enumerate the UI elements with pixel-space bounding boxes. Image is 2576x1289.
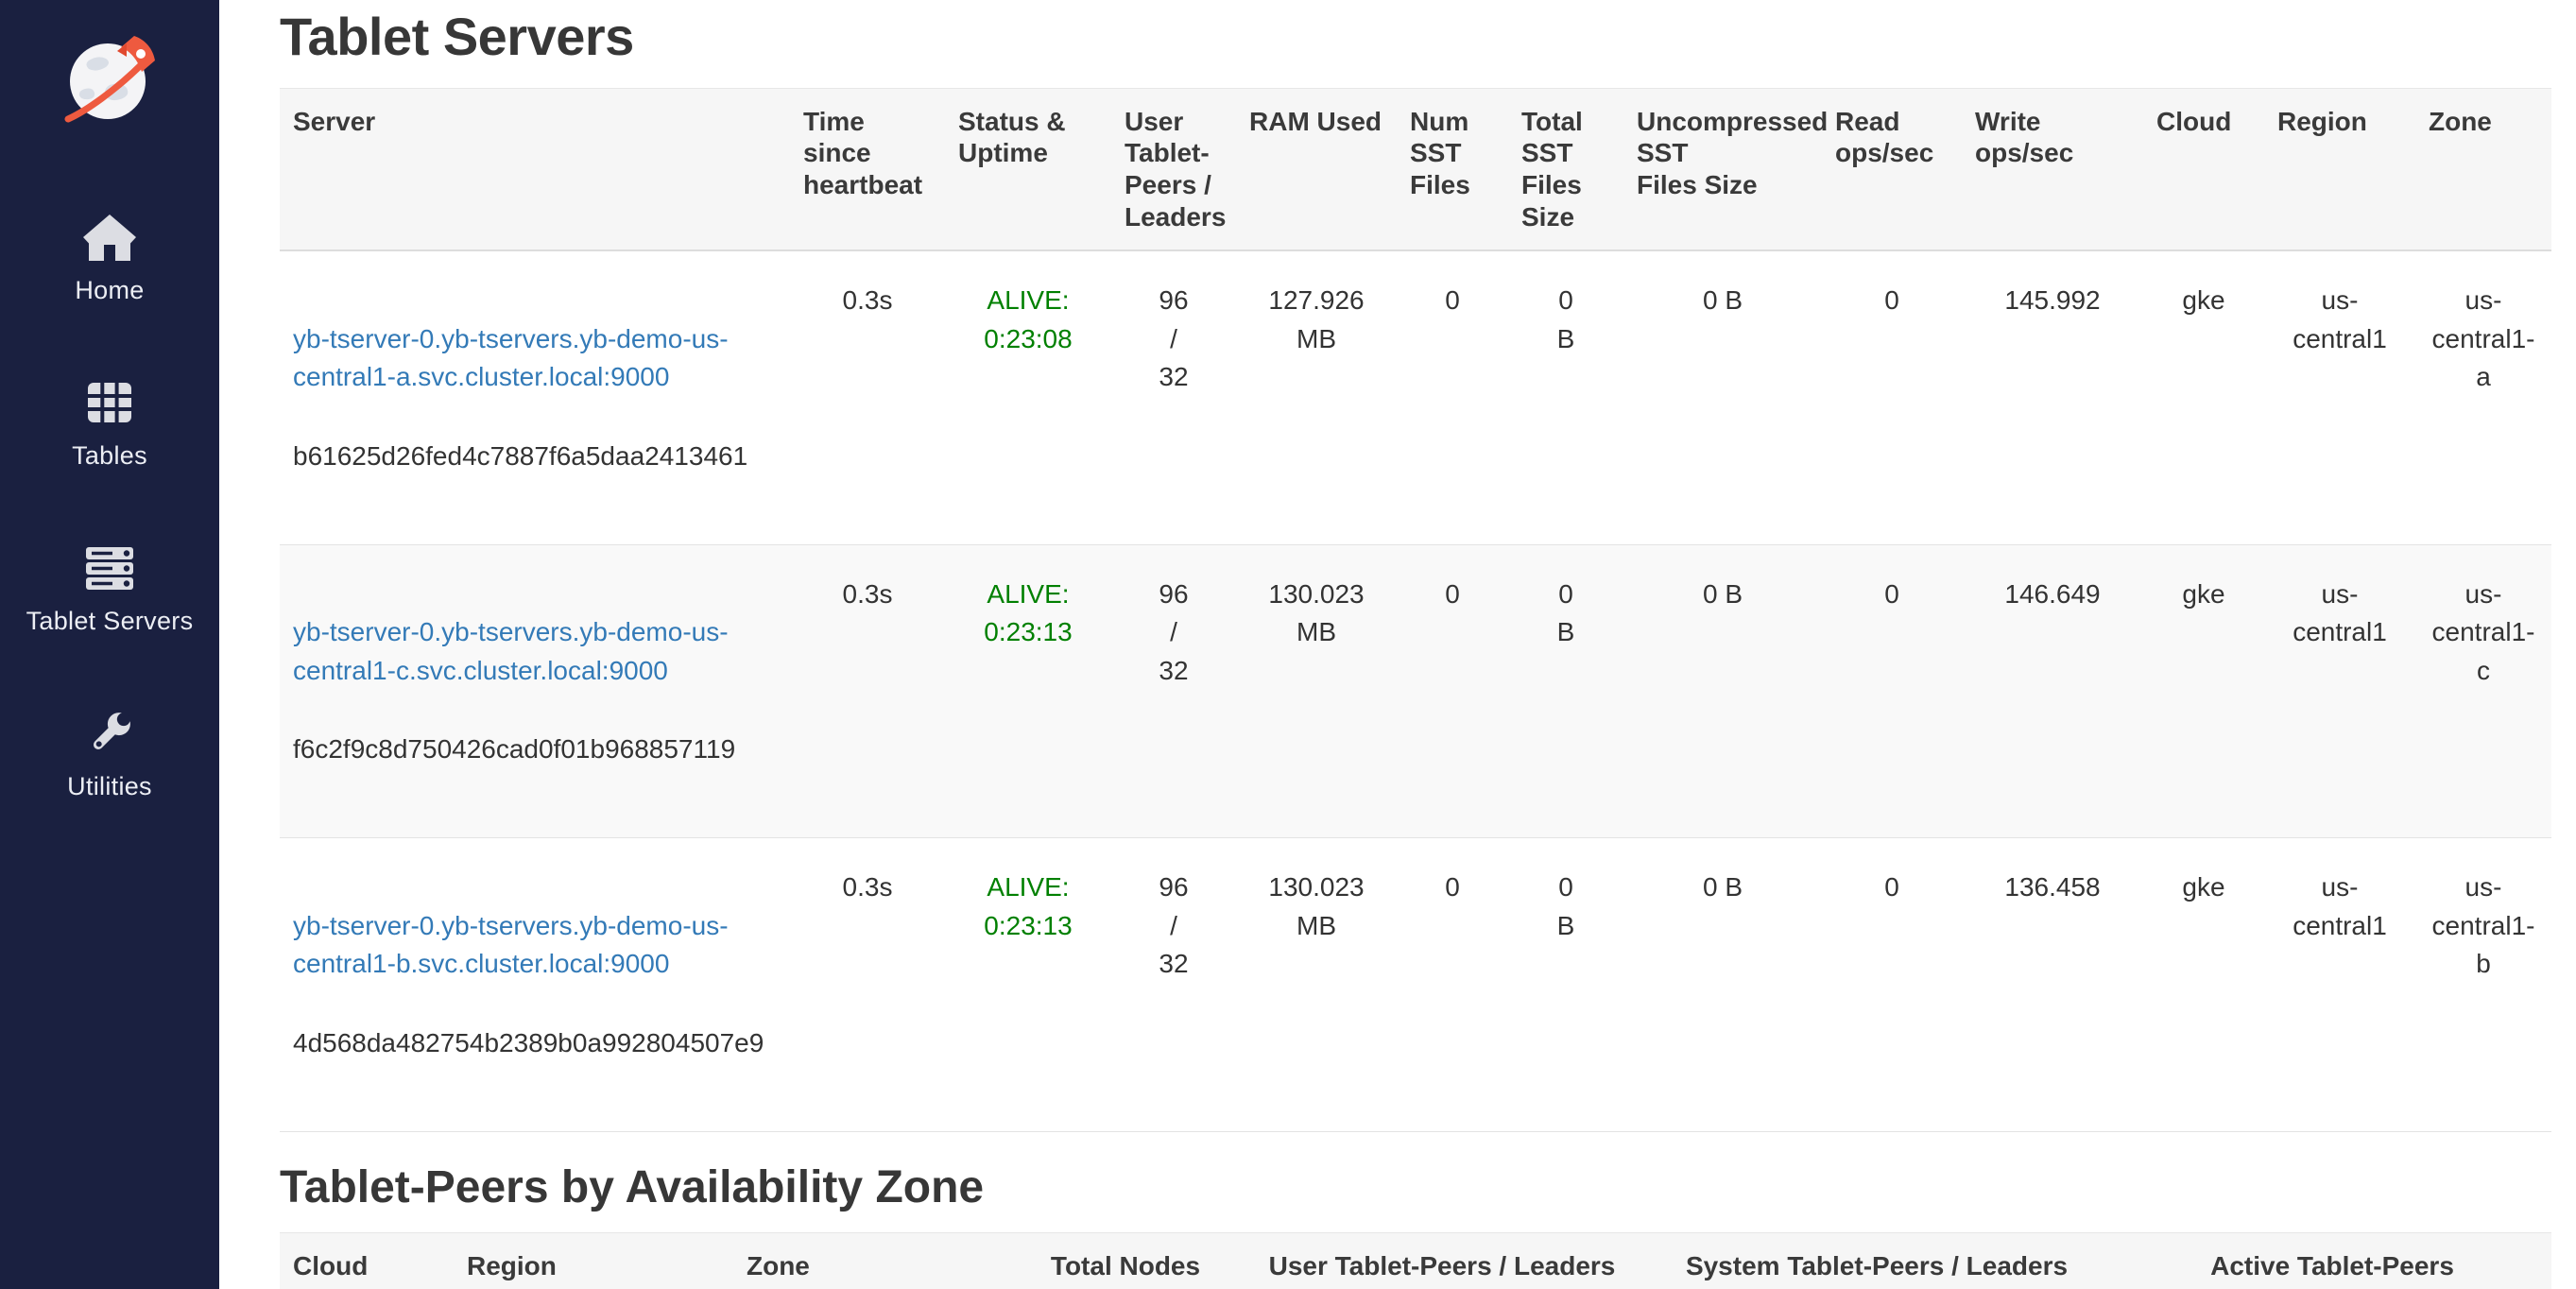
total-sst-size-cell: 0 B xyxy=(1556,285,1575,353)
sidebar-item-tablet-servers-label: Tablet Servers xyxy=(26,607,194,635)
main-content: Tablet Servers Server Time since heartbe… xyxy=(219,0,2576,1289)
status-cell: ALIVE: 0:23:08 xyxy=(984,285,1073,353)
col-ram-used: RAM Used xyxy=(1236,87,1397,252)
zone-cell: us- central1- c xyxy=(2415,543,2551,838)
tserver-link[interactable]: yb-tserver-0.yb-tservers.yb-demo-us- cen… xyxy=(293,617,729,685)
col-status-uptime: Status & Uptime xyxy=(945,87,1111,252)
sidebar-nav: Home Tables xyxy=(0,210,219,871)
tserver-row: yb-tserver-0.yb-tservers.yb-demo-us- cen… xyxy=(280,837,2551,1132)
sidebar-item-tables[interactable]: Tables xyxy=(72,375,147,471)
tserver-uuid: b61625d26fed4c7887f6a5daa2413461 xyxy=(293,440,748,471)
col-uncompressed-sst-size: Uncompressed SST Files Size xyxy=(1623,87,1828,252)
tserver-link[interactable]: yb-tserver-0.yb-tservers.yb-demo-us- cen… xyxy=(293,910,729,979)
ram-used-cell: 130.023 MB xyxy=(1236,543,1397,838)
col-num-sst-files: Num SST Files xyxy=(1397,87,1508,252)
read-ops-cell: 0 xyxy=(1822,543,1962,838)
tables-grid-icon xyxy=(87,383,131,422)
user-tablet-peers-cell: 96 / 32 xyxy=(1111,543,1236,838)
cloud-cell: gke xyxy=(2182,285,2225,316)
az-col-zone: Zone xyxy=(733,1232,1007,1289)
region-cell: us- central1 xyxy=(2264,543,2415,838)
total-sst-size-cell: 0 B xyxy=(1508,837,1623,1132)
col-user-tablet-peers: User Tablet- Peers / Leaders xyxy=(1111,87,1236,252)
az-header-row: Cloud Region Zone Total Nodes User Table… xyxy=(280,1232,2551,1289)
uncompressed-sst-size-cell: 0 B xyxy=(1702,285,1743,316)
write-ops-cell: 136.458 xyxy=(1962,837,2143,1132)
num-sst-files-cell: 0 xyxy=(1397,837,1508,1132)
sidebar-item-home[interactable]: Home xyxy=(75,210,144,305)
home-icon xyxy=(82,215,136,261)
section-title-tablet-peers-by-az: Tablet-Peers by Availability Zone xyxy=(280,1161,985,1212)
heartbeat-cell: 0.3s xyxy=(790,543,945,838)
user-tablet-peers-cell: 96 / 32 xyxy=(1111,837,1236,1132)
heartbeat-cell: 0.3s xyxy=(842,285,893,316)
col-server: Server xyxy=(280,87,790,252)
az-col-region: Region xyxy=(454,1232,733,1289)
ram-used-cell: 130.023 MB xyxy=(1236,837,1397,1132)
cloud-cell: gke xyxy=(2143,837,2264,1132)
read-ops-cell: 0 xyxy=(1884,285,1899,316)
tserver-row: yb-tserver-0.yb-tservers.yb-demo-us- cen… xyxy=(280,250,2551,544)
az-table: Cloud Region Zone Total Nodes User Table… xyxy=(280,1232,2551,1289)
az-col-system-tablet-peers: System Tablet-Peers / Leaders xyxy=(1640,1232,2113,1289)
status-cell: ALIVE: 0:23:13 xyxy=(945,543,1111,838)
az-col-active-tablet-peers: Active Tablet-Peers xyxy=(2113,1232,2551,1289)
tablet-servers-header-row: Server Time since heartbeat Status & Upt… xyxy=(280,87,2551,252)
uncompressed-sst-size-cell: 0 B xyxy=(1623,543,1822,838)
total-sst-size-cell: 0 B xyxy=(1508,543,1623,838)
tserver-row: yb-tserver-0.yb-tservers.yb-demo-us- cen… xyxy=(280,543,2551,838)
heartbeat-cell: 0.3s xyxy=(790,837,945,1132)
col-cloud: Cloud xyxy=(2143,87,2264,252)
col-heartbeat: Time since heartbeat xyxy=(790,87,945,252)
num-sst-files-cell: 0 xyxy=(1445,285,1460,316)
server-cell: yb-tserver-0.yb-tservers.yb-demo-us- cen… xyxy=(280,837,790,1132)
col-write-ops: Write ops/sec xyxy=(1962,87,2143,252)
region-cell: us- central1 xyxy=(2264,837,2415,1132)
user-tablet-peers-cell: 96 / 32 xyxy=(1159,285,1189,392)
sidebar: Home Tables xyxy=(0,0,219,1289)
write-ops-cell: 146.649 xyxy=(1962,543,2143,838)
tserver-uuid: 4d568da482754b2389b0a992804507e9 xyxy=(293,1027,764,1057)
col-read-ops: Read ops/sec xyxy=(1822,87,1962,252)
yugabyte-logo[interactable] xyxy=(60,32,159,130)
num-sst-files-cell: 0 xyxy=(1397,543,1508,838)
server-cell: yb-tserver-0.yb-tservers.yb-demo-us- cen… xyxy=(280,250,790,544)
write-ops-cell: 145.992 xyxy=(2004,285,2101,316)
server-stack-icon xyxy=(86,547,133,590)
col-total-sst-size: Total SST Files Size xyxy=(1508,87,1623,252)
sidebar-item-utilities[interactable]: Utilities xyxy=(67,706,152,801)
region-cell: us- central1 xyxy=(2293,285,2387,353)
read-ops-cell: 0 xyxy=(1822,837,1962,1132)
tserver-link[interactable]: yb-tserver-0.yb-tservers.yb-demo-us- cen… xyxy=(293,323,729,392)
zone-cell: us- central1- a xyxy=(2431,285,2535,392)
col-region: Region xyxy=(2264,87,2415,252)
az-col-total-nodes: Total Nodes xyxy=(1007,1232,1244,1289)
tserver-uuid: f6c2f9c8d750426cad0f01b968857119 xyxy=(293,734,736,765)
az-col-user-tablet-peers: User Tablet-Peers / Leaders xyxy=(1244,1232,1640,1289)
planet-rocket-logo-icon xyxy=(64,36,155,123)
sidebar-item-tablet-servers[interactable]: Tablet Servers xyxy=(26,541,194,636)
wrench-utilities-icon xyxy=(93,713,130,750)
col-zone: Zone xyxy=(2415,87,2551,252)
sidebar-item-home-label: Home xyxy=(75,276,145,304)
tablet-servers-table: Server Time since heartbeat Status & Upt… xyxy=(280,87,2551,1132)
uncompressed-sst-size-cell: 0 B xyxy=(1623,837,1822,1132)
sidebar-item-tables-label: Tables xyxy=(72,441,147,470)
zone-cell: us- central1- b xyxy=(2415,837,2551,1132)
page-title: Tablet Servers xyxy=(280,7,634,66)
ram-used-cell: 127.926 MB xyxy=(1268,285,1365,353)
status-cell: ALIVE: 0:23:13 xyxy=(945,837,1111,1132)
server-cell: yb-tserver-0.yb-tservers.yb-demo-us- cen… xyxy=(280,543,790,838)
sidebar-item-utilities-label: Utilities xyxy=(67,772,152,800)
cloud-cell: gke xyxy=(2143,543,2264,838)
az-col-cloud: Cloud xyxy=(280,1232,454,1289)
